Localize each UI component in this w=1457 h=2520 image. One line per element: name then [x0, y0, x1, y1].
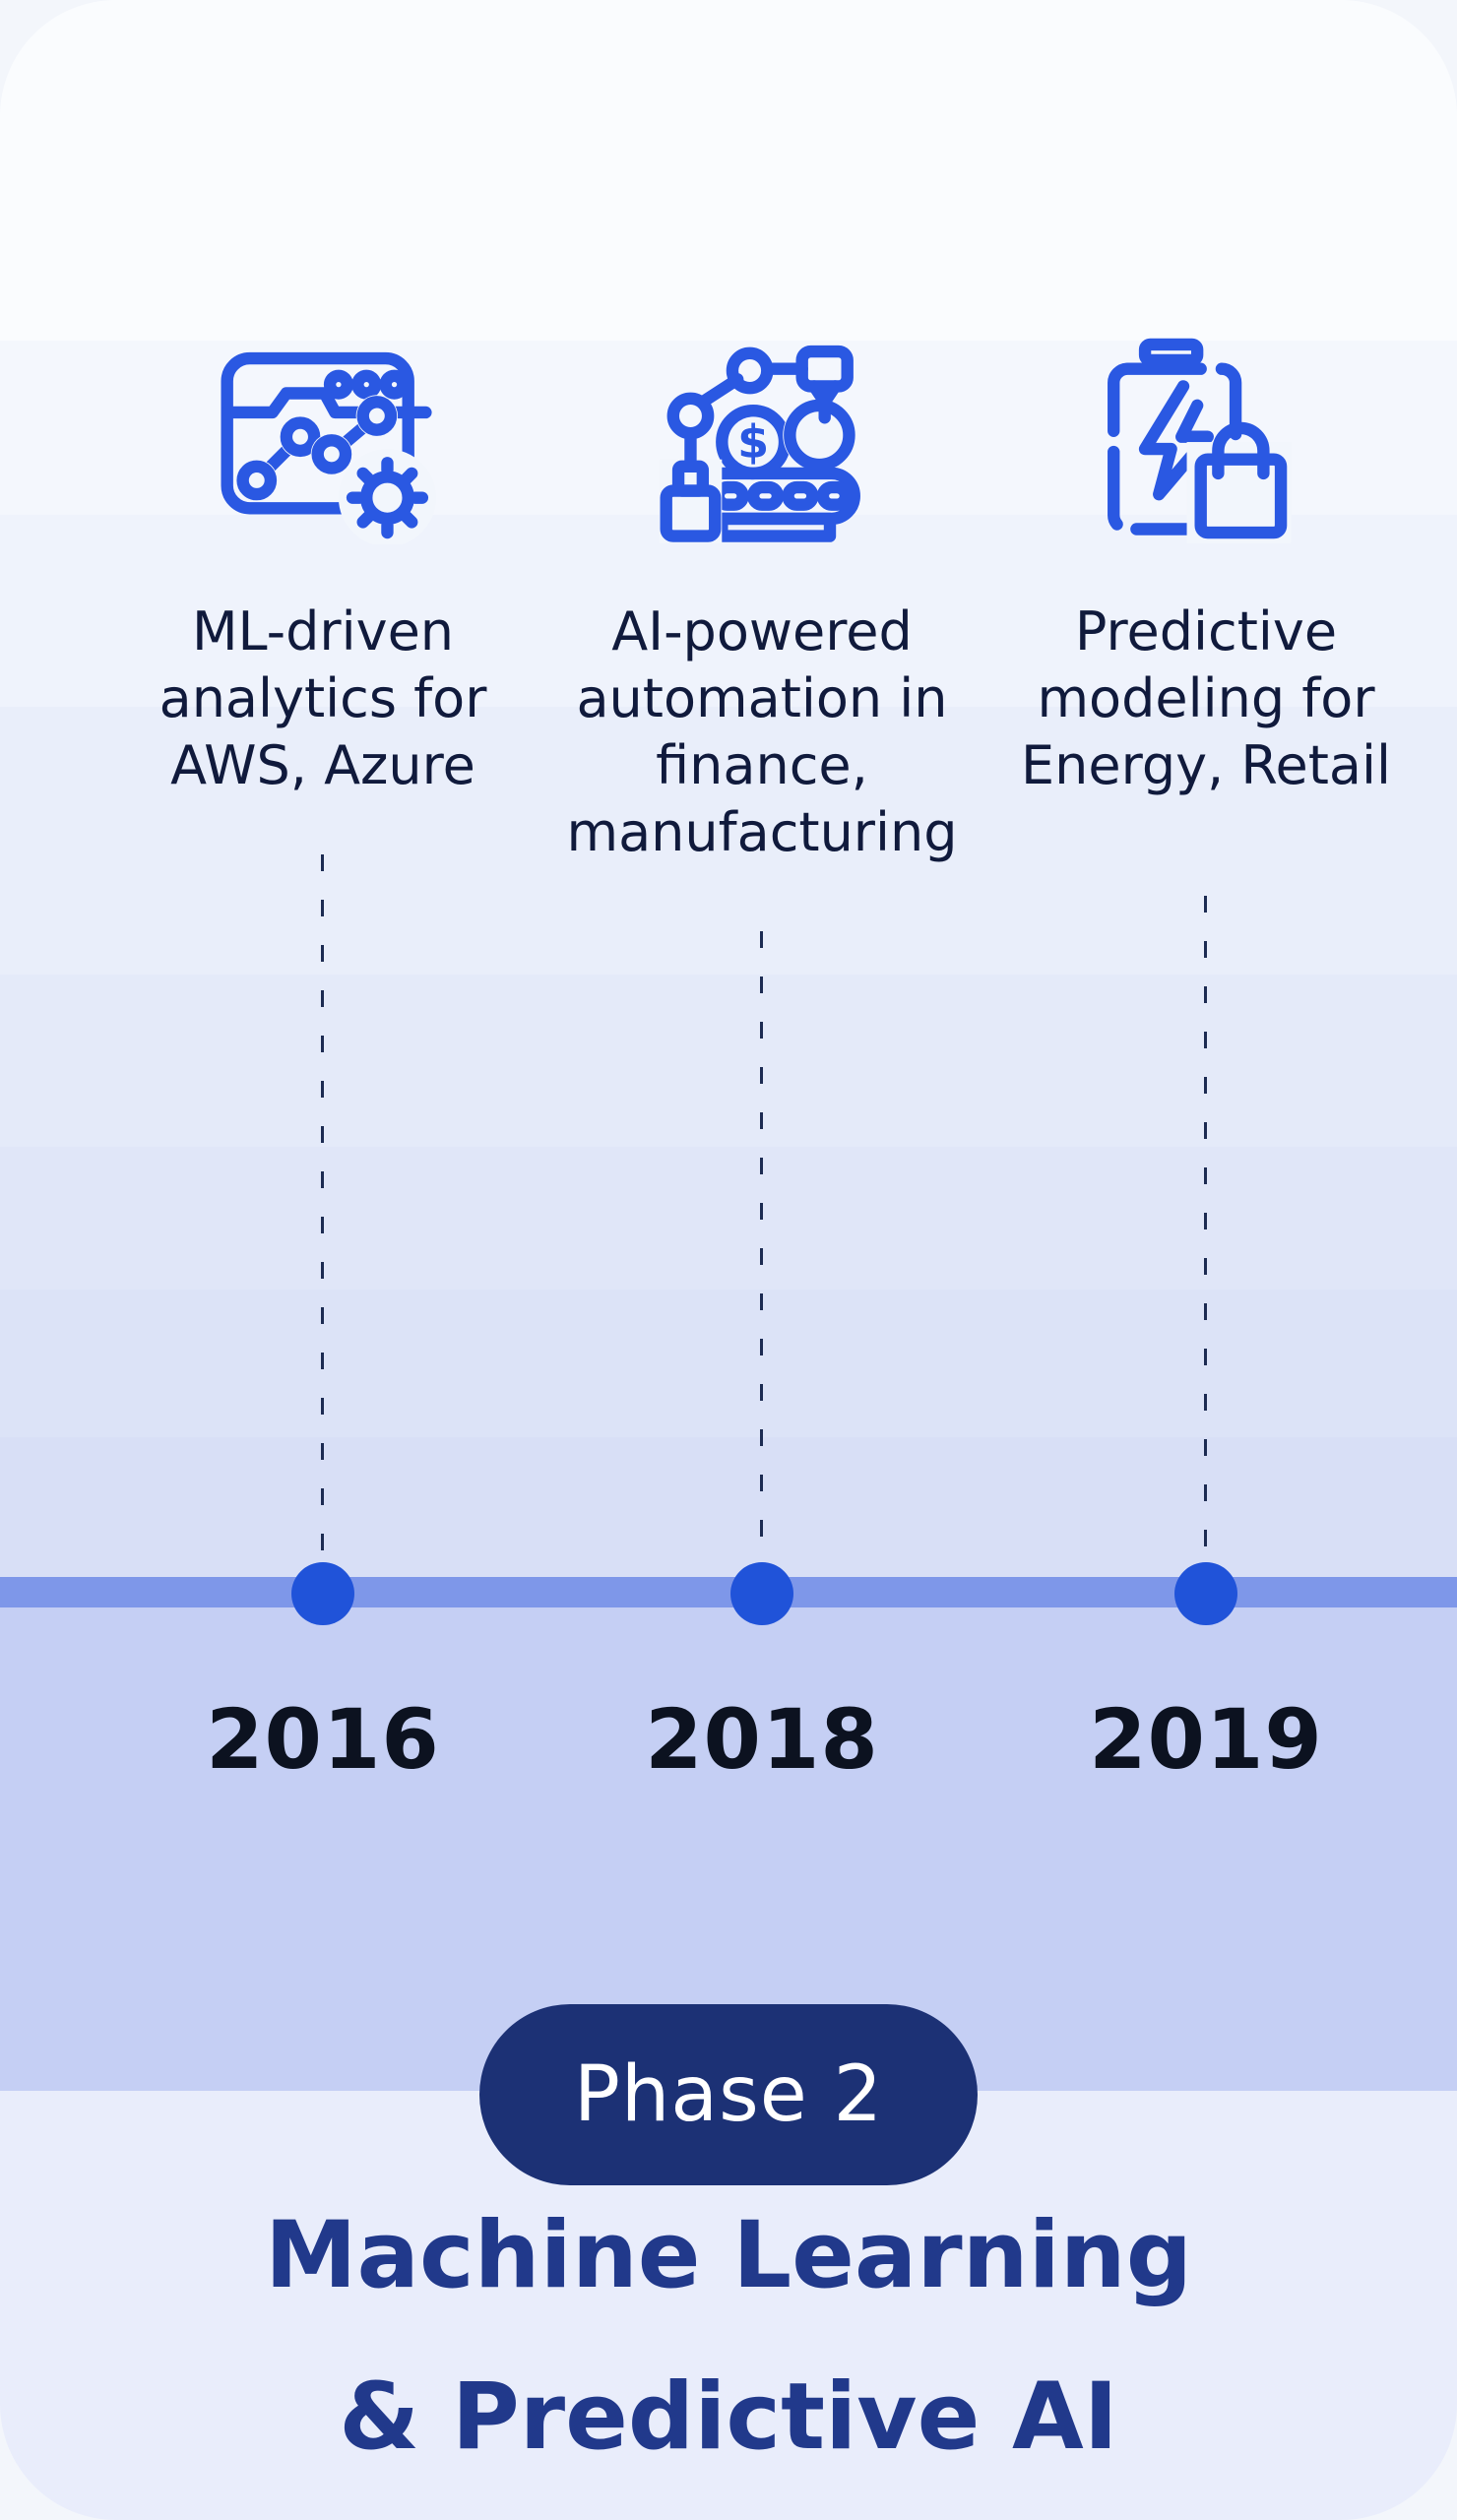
milestone-2-dot [730, 1562, 793, 1625]
timeline-band [0, 1577, 1457, 1607]
battery-bolt-shopping-bag-icon [1108, 338, 1292, 543]
milestone-3-year: 2019 [1089, 1691, 1323, 1788]
milestone-1-icon-box [210, 333, 436, 547]
phase-title-line-2: & Predictive AI [339, 2363, 1118, 2471]
phase-badge: Phase 2 [479, 2004, 978, 2185]
svg-text:$: $ [737, 415, 769, 469]
milestone-1-label: ML-driven analytics for AWS, Azure [158, 600, 487, 796]
robot-arm-conveyor-coin-icon: $ [659, 345, 860, 543]
milestone-2-icon-box: $ [649, 333, 875, 544]
milestone-1-dot [291, 1562, 354, 1625]
milestone-2-year: 2018 [645, 1691, 879, 1788]
milestone-3-label: Predictive modeling for Energy, Retail [1021, 600, 1391, 796]
milestone-3-icon-box [1093, 333, 1319, 544]
milestone-1-year: 2016 [206, 1691, 440, 1788]
milestone-3-connector-line [1204, 896, 1207, 1575]
milestone-2-label: AI-powered automation in finance, manufa… [566, 600, 958, 863]
milestone-2-connector-line [760, 931, 763, 1575]
phase-badge-label: Phase 2 [573, 2050, 884, 2139]
phase-title-line-1: Machine Learning [264, 2202, 1193, 2309]
ml-analytics-dashboard-gear-icon [221, 351, 436, 547]
milestone-3-dot [1174, 1562, 1237, 1625]
milestone-1-connector-line [321, 854, 324, 1575]
